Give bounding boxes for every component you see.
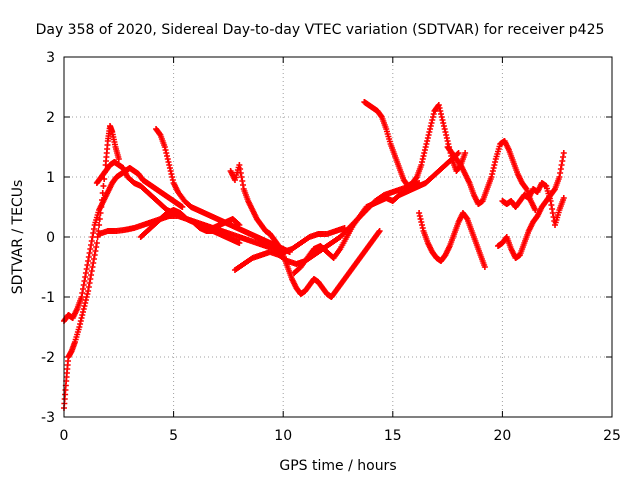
plot-frame: [63, 56, 613, 418]
x-tick-label: 5: [169, 428, 178, 444]
x-tick-label: 10: [274, 428, 292, 444]
series-1: [61, 165, 186, 324]
data-point: [481, 264, 488, 270]
x-tick-label: 20: [493, 428, 511, 444]
data-point: [236, 240, 243, 246]
y-tick-label: -2: [41, 350, 55, 366]
x-tick-label: 0: [60, 428, 69, 444]
series-10: [416, 210, 488, 270]
data-point: [100, 183, 107, 189]
y-tick-label: -3: [41, 410, 55, 426]
data-point: [532, 207, 539, 213]
data-point: [455, 150, 462, 156]
data-point: [560, 195, 567, 201]
series-5: [137, 207, 243, 246]
series-11: [444, 138, 539, 213]
data-point: [560, 150, 567, 156]
data-point: [179, 204, 186, 210]
x-tick-label: 25: [603, 428, 621, 444]
y-tick-label: -1: [41, 290, 55, 306]
series-9: [361, 99, 469, 189]
y-tick-label: 1: [46, 170, 55, 186]
y-tick-label: 3: [46, 50, 55, 66]
y-tick-label: 2: [46, 110, 55, 126]
data-point: [376, 228, 383, 234]
series-0: [61, 123, 122, 411]
data-points: [61, 99, 567, 411]
data-point: [115, 156, 122, 162]
data-point: [462, 150, 469, 156]
series-13: [499, 180, 567, 228]
axis-ticks: 0 5 10 15 20 25 -3 -2 -1 0 1 2 3: [41, 50, 621, 444]
data-point: [93, 240, 100, 246]
y-axis-label: SDTVAR / TECUs: [10, 180, 26, 295]
chart-title: Day 358 of 2020, Sidereal Day-to-day VTE…: [36, 22, 605, 38]
x-axis-label: GPS time / hours: [279, 458, 396, 474]
series-12: [495, 150, 567, 261]
y-tick-label: 0: [46, 230, 55, 246]
x-tick-label: 15: [384, 428, 402, 444]
